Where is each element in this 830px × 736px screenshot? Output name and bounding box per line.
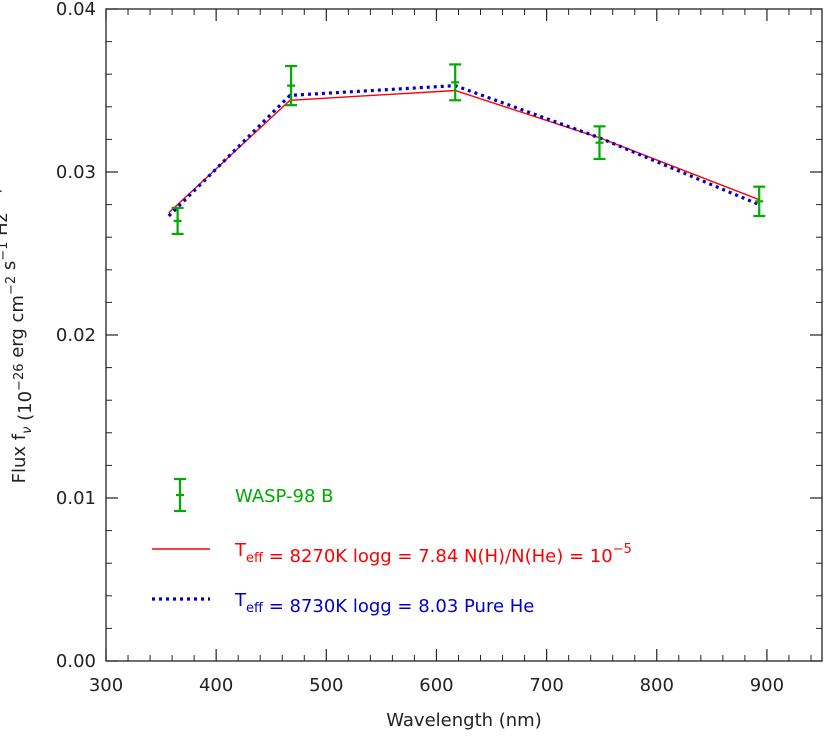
y-tick-label: 0.01 <box>56 488 96 509</box>
y-axis-title-sup: −1 <box>0 242 11 261</box>
y-axis-title: Flux fν (10−26 erg cm−2 s−1 Hz−1) <box>0 187 36 484</box>
x-tick-label: 800 <box>640 675 674 696</box>
legend-label-part: = 8270K logg = 7.84 N(H)/N(He) = 10 <box>263 546 613 567</box>
x-tick-label: 500 <box>309 675 343 696</box>
legend-label-sub: eff <box>246 601 264 616</box>
y-axis-title-part: Flux f <box>9 433 30 483</box>
x-tick-label: 700 <box>529 675 563 696</box>
legend-label-part: T <box>234 590 247 611</box>
y-tick-label: 0.00 <box>56 651 96 672</box>
x-tick-label: 900 <box>750 675 784 696</box>
y-axis-title-part: (10 <box>15 391 36 427</box>
series-layer <box>167 63 766 236</box>
legend: WASP-98 B Teff = 8270K logg = 7.84 N(H)/N… <box>152 477 632 617</box>
legend-label: Teff = 8730K logg = 8.03 Pure He <box>234 590 534 617</box>
x-tick-labels: 300 400 500 600 700 800 900 <box>89 675 784 696</box>
x-tick-label: 400 <box>199 675 233 696</box>
legend-label-sup: −5 <box>613 542 632 557</box>
legend-label-part: = 8730K logg = 8.03 Pure He <box>263 596 534 617</box>
series-line <box>168 89 760 214</box>
legend-label: Teff = 8270K logg = 7.84 N(H)/N(He) = 10… <box>234 540 632 567</box>
axis-ticks <box>105 8 822 662</box>
y-axis-title-sup: −2 <box>4 276 19 295</box>
y-tick-label: 0.03 <box>56 162 96 183</box>
x-tick-label: 300 <box>89 675 123 696</box>
series-line <box>167 83 760 218</box>
y-axis-title-part: erg cm <box>7 295 28 363</box>
legend-label-sub: eff <box>246 551 264 566</box>
x-axis-title: Wavelength (nm) <box>386 710 542 731</box>
y-axis-title-sup: −26 <box>12 364 27 391</box>
y-tick-label: 0.04 <box>56 0 96 20</box>
y-axis-title-part: s <box>0 261 20 276</box>
legend-label-part: T <box>234 540 247 561</box>
y-axis-title-sub: ν <box>20 427 35 434</box>
x-tick-label: 600 <box>419 675 453 696</box>
legend-label: WASP-98 B <box>235 486 333 507</box>
y-axis-title-sup: −1 <box>0 194 3 213</box>
y-tick-label: 0.02 <box>56 325 96 346</box>
y-axis-title-part: Hz <box>0 213 12 242</box>
y-axis-title-part: ) <box>0 187 4 194</box>
y-tick-labels: 0.00 0.01 0.02 0.03 0.04 <box>56 0 96 672</box>
